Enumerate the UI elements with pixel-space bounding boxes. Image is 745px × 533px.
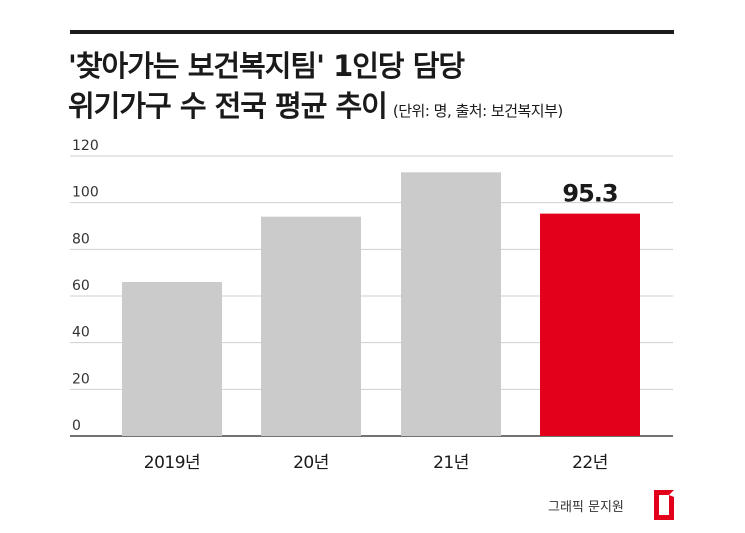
x-tick-label: 20년 bbox=[293, 453, 329, 473]
y-tick-label: 120 bbox=[72, 138, 99, 154]
chart-title: '찾아가는 보건복지팀' 1인당 담당 위기가구 수 전국 평균 추이 (단위: … bbox=[68, 46, 563, 131]
top-rule bbox=[70, 30, 674, 34]
bar bbox=[540, 213, 640, 436]
x-tick-label: 21년 bbox=[433, 453, 469, 473]
title-line-2: 위기가구 수 전국 평균 추이 (단위: 명, 출처: 보건복지부) bbox=[68, 86, 563, 131]
x-axis-ticks: 2019년 20년 21년 22년 bbox=[144, 453, 609, 473]
graphic-credit: 그래픽 문지원 bbox=[548, 500, 624, 515]
y-tick-label: 20 bbox=[72, 371, 90, 387]
y-tick-label: 80 bbox=[72, 231, 90, 247]
x-tick-label: 22년 bbox=[572, 453, 608, 473]
asiae-logo-icon bbox=[654, 490, 674, 520]
y-tick-label: 100 bbox=[72, 185, 99, 201]
title-line-2-text: 위기가구 수 전국 평균 추이 bbox=[68, 89, 388, 123]
bars bbox=[122, 172, 640, 437]
data-label: 95.3 bbox=[562, 180, 617, 208]
bar bbox=[261, 216, 361, 436]
y-tick-label: 60 bbox=[72, 278, 90, 294]
unit-source-note: (단위: 명, 출처: 보건복지부) bbox=[392, 102, 563, 120]
title-line-1: '찾아가는 보건복지팀' 1인당 담당 bbox=[68, 49, 465, 83]
x-tick-label: 2019년 bbox=[144, 453, 200, 473]
bar bbox=[122, 282, 222, 436]
y-tick-label: 40 bbox=[72, 325, 90, 341]
data-labels: 95.3 bbox=[562, 180, 618, 208]
y-tick-label: 0 bbox=[72, 418, 81, 434]
bar bbox=[401, 172, 501, 437]
y-axis-ticks: 0 20 40 60 80 100 120 bbox=[72, 138, 99, 434]
